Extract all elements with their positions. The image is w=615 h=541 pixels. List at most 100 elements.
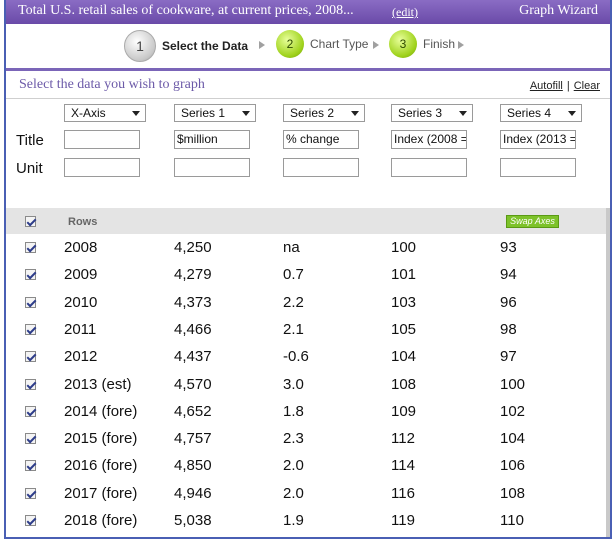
row-checkbox[interactable] xyxy=(25,323,36,335)
cell-year: 2011 xyxy=(64,320,97,338)
cell-index-2013: 108 xyxy=(500,484,526,502)
series-4-title-field[interactable]: Index (2013 = xyxy=(500,130,576,149)
wizard-title: Graph Wizard xyxy=(519,3,598,18)
cell-percent-change: 1.9 xyxy=(283,512,304,529)
step-3-label: Finish xyxy=(423,37,456,51)
link-divider: | xyxy=(566,80,570,92)
select-all-checkbox[interactable] xyxy=(25,216,36,227)
series-1-select[interactable]: Series 1 xyxy=(174,104,256,122)
header-links: Autofill | Clear xyxy=(530,80,600,92)
cell-year: 2015 (fore) xyxy=(64,430,138,448)
arrow-right-icon xyxy=(373,41,379,49)
series-4-select-value: Series 4 xyxy=(507,106,552,120)
arrow-right-icon xyxy=(458,41,464,49)
arrow-right-icon xyxy=(259,41,265,49)
cell-year: 2010 xyxy=(64,293,98,311)
cell-percent-change: 2.2 xyxy=(283,293,304,311)
cell-index-2008: 112 xyxy=(391,430,415,448)
cell-index-2013: 93 xyxy=(500,239,517,256)
cell-index-2013: 98 xyxy=(500,320,517,338)
table-row: 2008 4,250 na 100 93 xyxy=(6,235,610,262)
cell-sales-million: 4,279 xyxy=(174,266,212,284)
cell-sales-million: 4,850 xyxy=(174,457,212,475)
cell-index-2013: 94 xyxy=(500,266,517,284)
title-row-label: Title xyxy=(16,132,44,149)
series-3-unit-field[interactable] xyxy=(391,158,467,177)
table-row: 2018 (fore) 5,038 1.9 119 110 xyxy=(6,508,610,535)
series-2-title-field[interactable]: % change xyxy=(283,130,359,149)
step-finish[interactable]: 3 Finish xyxy=(389,30,455,58)
section-header: Select the data you wish to graph Autofi… xyxy=(6,71,610,99)
step-2-label: Chart Type xyxy=(310,37,369,51)
cell-percent-change: 3.0 xyxy=(283,375,304,393)
cell-percent-change: 0.7 xyxy=(283,266,304,284)
cell-percent-change: na xyxy=(283,239,300,256)
cell-index-2008: 119 xyxy=(391,512,415,529)
cell-index-2013: 102 xyxy=(500,402,526,420)
wizard-steps: 1 Select the Data 2 Chart Type 3 Finish xyxy=(6,24,610,68)
table-row: 2011 4,466 2.1 105 98 xyxy=(6,317,610,344)
cell-index-2008: 100 xyxy=(391,239,417,256)
cell-index-2013: 104 xyxy=(500,430,526,448)
cell-sales-million: 4,570 xyxy=(174,375,212,393)
x-axis-title-field[interactable] xyxy=(64,130,140,149)
series-2-select[interactable]: Series 2 xyxy=(283,104,365,122)
cell-percent-change: 1.8 xyxy=(283,402,304,420)
autofill-link[interactable]: Autofill xyxy=(529,80,563,92)
x-axis-select-value: X-Axis xyxy=(71,106,106,120)
cell-sales-million: 4,757 xyxy=(174,430,212,448)
row-checkbox[interactable] xyxy=(25,460,36,472)
row-checkbox[interactable] xyxy=(25,405,36,417)
cell-year: 2017 (fore) xyxy=(64,484,138,502)
clear-link[interactable]: Clear xyxy=(573,80,600,92)
series-2-unit-field[interactable] xyxy=(283,158,359,177)
table-row: 2010 4,373 2.2 103 96 xyxy=(6,290,610,317)
cell-year: 2014 (fore) xyxy=(64,402,138,420)
row-checkbox[interactable] xyxy=(25,433,36,445)
table-row: 2012 4,437 -0.6 104 97 xyxy=(6,344,610,371)
cell-index-2013: 96 xyxy=(500,293,517,311)
series-1-unit-field[interactable] xyxy=(174,158,250,177)
cell-sales-million: 4,437 xyxy=(174,348,212,366)
series-2-select-value: Series 2 xyxy=(290,106,335,120)
chevron-down-icon xyxy=(132,111,140,116)
x-axis-unit-field[interactable] xyxy=(64,158,140,177)
cell-year: 2008 xyxy=(64,239,98,256)
row-checkbox[interactable] xyxy=(25,296,36,308)
cell-index-2008: 116 xyxy=(391,484,415,502)
step-select-data[interactable]: 1 Select the Data xyxy=(124,30,248,62)
x-axis-select[interactable]: X-Axis xyxy=(64,104,146,122)
series-3-title-field[interactable]: Index (2008 = xyxy=(391,130,467,149)
title-bar: Total U.S. retail sales of cookware, at … xyxy=(6,0,610,24)
cell-sales-million: 4,946 xyxy=(174,484,212,502)
chevron-down-icon xyxy=(568,111,576,116)
row-checkbox[interactable] xyxy=(25,351,36,363)
table-row: 2015 (fore) 4,757 2.3 112 104 xyxy=(6,426,610,453)
row-checkbox[interactable] xyxy=(25,378,36,390)
edit-title-link[interactable]: (edit) xyxy=(392,5,418,19)
step-3-circle: 3 xyxy=(389,30,417,58)
swap-axes-button[interactable]: Swap Axes xyxy=(506,215,559,228)
cell-index-2013: 97 xyxy=(500,348,517,366)
series-3-select-value: Series 3 xyxy=(398,106,443,120)
row-checkbox[interactable] xyxy=(25,515,36,526)
rows-header: Rows Swap Axes xyxy=(6,208,610,234)
row-checkbox[interactable] xyxy=(25,242,36,253)
series-3-select[interactable]: Series 3 xyxy=(391,104,473,122)
cell-year: 2016 (fore) xyxy=(64,457,138,475)
series-4-select[interactable]: Series 4 xyxy=(500,104,582,122)
step-chart-type[interactable]: 2 Chart Type xyxy=(276,30,368,58)
step-1-circle: 1 xyxy=(124,30,156,62)
cell-percent-change: 2.3 xyxy=(283,430,304,448)
row-checkbox[interactable] xyxy=(25,487,36,499)
row-checkbox[interactable] xyxy=(25,269,36,281)
table-row: 2017 (fore) 4,946 2.0 116 108 xyxy=(6,481,610,508)
section-title: Select the data you wish to graph xyxy=(19,77,205,92)
scrollbar[interactable] xyxy=(606,208,610,537)
cell-sales-million: 5,038 xyxy=(174,512,212,529)
table-row: 2013 (est) 4,570 3.0 108 100 xyxy=(6,372,610,399)
series-1-title-field[interactable]: $million xyxy=(174,130,250,149)
cell-index-2013: 100 xyxy=(500,375,526,393)
series-4-unit-field[interactable] xyxy=(500,158,576,177)
cell-sales-million: 4,652 xyxy=(174,402,212,420)
